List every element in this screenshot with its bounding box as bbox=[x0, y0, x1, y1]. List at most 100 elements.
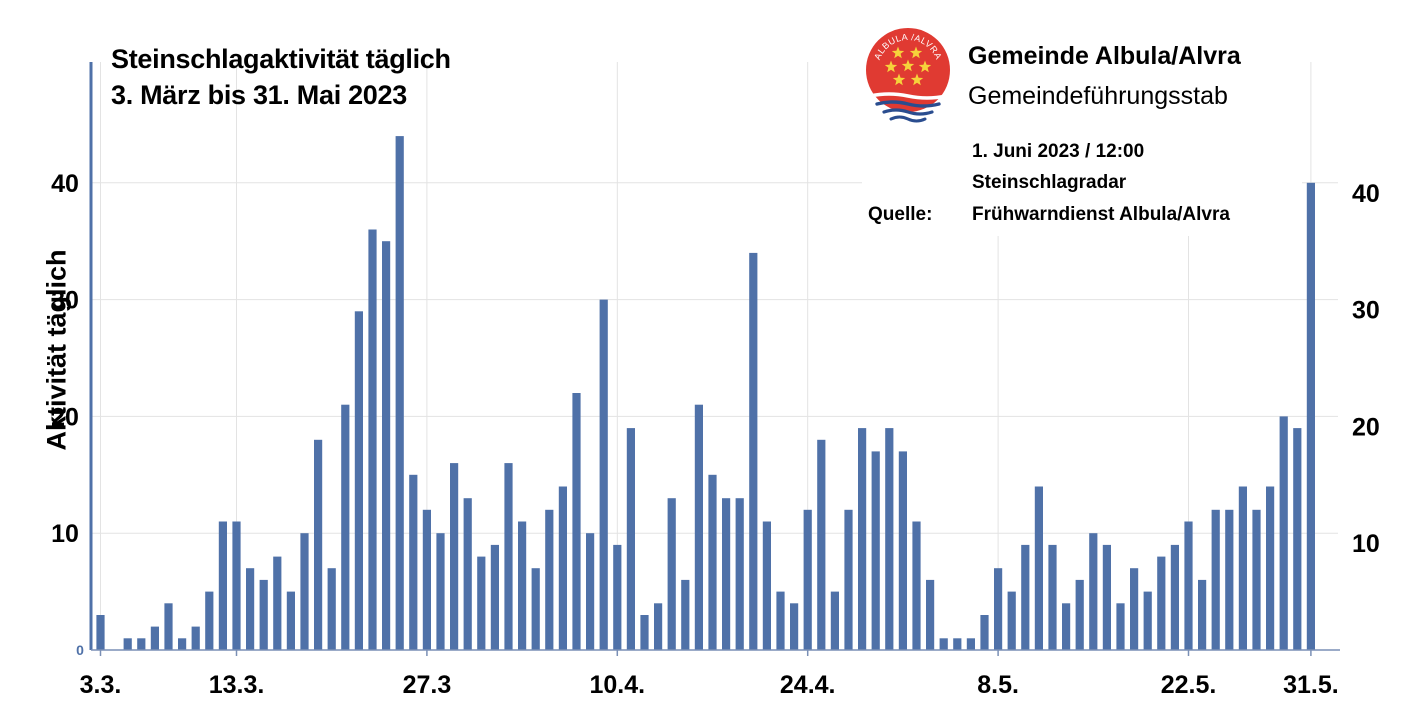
bar bbox=[817, 439, 826, 650]
bar bbox=[341, 404, 350, 650]
bar bbox=[694, 404, 703, 650]
bar bbox=[382, 241, 391, 650]
wave-icons bbox=[868, 92, 948, 123]
bar bbox=[558, 486, 567, 650]
bars bbox=[96, 136, 1315, 651]
bar bbox=[654, 603, 663, 650]
bar bbox=[259, 579, 268, 650]
bar bbox=[926, 579, 935, 650]
bar bbox=[368, 229, 377, 650]
bar bbox=[273, 556, 282, 650]
bar bbox=[776, 591, 785, 650]
bar bbox=[1238, 486, 1247, 650]
x-tick-label: 31.5. bbox=[1283, 671, 1339, 699]
bar bbox=[830, 591, 839, 650]
bar bbox=[1198, 579, 1207, 650]
bar bbox=[450, 463, 459, 650]
info-radar: Steinschlagradar bbox=[972, 172, 1127, 193]
bar bbox=[232, 521, 241, 650]
wave-icon bbox=[882, 108, 934, 116]
source-label: Quelle: bbox=[868, 204, 933, 225]
star-icon bbox=[892, 73, 906, 86]
bar bbox=[477, 556, 486, 650]
bar bbox=[626, 428, 635, 650]
bar bbox=[722, 498, 731, 650]
bar bbox=[150, 626, 159, 650]
org-subtitle: Gemeindeführungsstab bbox=[968, 82, 1228, 110]
bar bbox=[409, 474, 418, 650]
bar bbox=[1007, 591, 1016, 650]
bar bbox=[1252, 509, 1261, 650]
bar bbox=[572, 393, 581, 650]
bar bbox=[1157, 556, 1166, 650]
bar bbox=[545, 509, 554, 650]
bar bbox=[1306, 182, 1315, 651]
bar bbox=[218, 521, 227, 650]
bar bbox=[749, 252, 758, 650]
bar bbox=[164, 603, 173, 650]
bar bbox=[790, 603, 799, 650]
bar bbox=[994, 568, 1003, 650]
bar bbox=[1293, 428, 1302, 650]
bar bbox=[1116, 603, 1125, 650]
bar bbox=[205, 591, 214, 650]
bar bbox=[1279, 416, 1288, 650]
y-axis-label: Aktivität täglich bbox=[41, 249, 72, 451]
y-tick-label: 40 bbox=[51, 170, 79, 198]
x-tick-label: 8.5. bbox=[977, 671, 1019, 699]
bar bbox=[531, 568, 540, 650]
bar bbox=[178, 638, 187, 650]
wave-icon bbox=[868, 92, 948, 100]
chart-subtitle: 3. März bis 31. Mai 2023 bbox=[111, 80, 407, 110]
bar bbox=[898, 451, 907, 650]
bar bbox=[1143, 591, 1152, 650]
bar bbox=[96, 615, 105, 650]
bar bbox=[1089, 533, 1098, 650]
bar bbox=[1266, 486, 1275, 650]
wave-icon bbox=[875, 100, 941, 108]
bar bbox=[354, 311, 363, 650]
bar bbox=[613, 544, 622, 650]
bar bbox=[436, 533, 445, 650]
bar bbox=[314, 439, 323, 650]
bar bbox=[681, 579, 690, 650]
y-ticks-right: 10 20 30 40 bbox=[1352, 180, 1380, 558]
x-ticks: 3.3. 13.3. 27.3 10.4. 24.4. 8.5. 22.5. 31.5. bbox=[80, 650, 1339, 699]
bar bbox=[1048, 544, 1057, 650]
bar bbox=[137, 638, 146, 650]
org-name: Gemeinde Albula/Alvra bbox=[968, 42, 1241, 70]
x-tick-label: 13.3. bbox=[209, 671, 265, 699]
bar bbox=[912, 521, 921, 650]
y-tick-label: 30 bbox=[51, 287, 79, 315]
bar bbox=[327, 568, 336, 650]
y-tick-label-right: 10 bbox=[1352, 530, 1380, 558]
star-icons bbox=[884, 46, 932, 86]
bar bbox=[858, 428, 867, 650]
star-icon bbox=[901, 59, 915, 72]
bar bbox=[1130, 568, 1139, 650]
star-icon bbox=[910, 73, 924, 86]
bar bbox=[123, 638, 132, 650]
x-tick-label: 3.3. bbox=[80, 671, 122, 699]
bar bbox=[708, 474, 717, 650]
y-ticks-left: 0 10 20 30 40 bbox=[51, 170, 84, 658]
bar bbox=[490, 544, 499, 650]
x-tick-label: 27.3 bbox=[403, 671, 452, 699]
bar bbox=[1062, 603, 1071, 650]
y-tick-label: 0 bbox=[76, 642, 84, 658]
source-value: Frühwarndienst Albula/Alvra bbox=[972, 204, 1230, 225]
star-icon bbox=[909, 46, 923, 59]
y-tick-label-right: 20 bbox=[1352, 413, 1380, 441]
x-tick-label: 24.4. bbox=[780, 671, 836, 699]
star-icon bbox=[884, 60, 898, 73]
y-tick-label-right: 40 bbox=[1352, 180, 1380, 208]
bar bbox=[1021, 544, 1030, 650]
bar bbox=[803, 509, 812, 650]
bar bbox=[885, 428, 894, 650]
bar bbox=[300, 533, 309, 650]
bar bbox=[191, 626, 200, 650]
x-tick-label: 22.5. bbox=[1161, 671, 1217, 699]
star-icon bbox=[891, 46, 905, 59]
bar bbox=[286, 591, 295, 650]
